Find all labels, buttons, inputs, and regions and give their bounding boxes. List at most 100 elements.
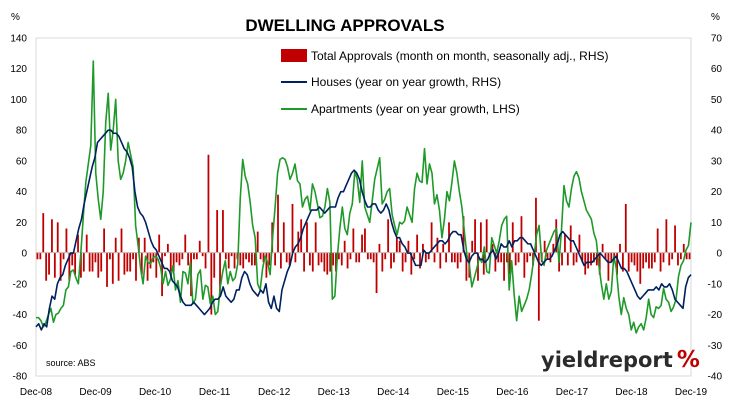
left-tick-label: -80 <box>13 372 28 383</box>
houses-line <box>35 129 692 331</box>
total-approvals-bar <box>239 253 242 266</box>
total-approvals-bar <box>56 222 59 254</box>
total-approvals-bar <box>451 253 453 263</box>
total-approvals-bar <box>401 253 404 272</box>
total-approvals-bar <box>82 253 85 272</box>
total-approvals-bar <box>433 253 436 263</box>
total-approvals-bar <box>650 253 653 269</box>
total-approvals-bar <box>245 253 248 260</box>
total-approvals-bar <box>482 253 485 275</box>
left-tick-label: -20 <box>13 279 28 290</box>
total-approvals-bar <box>601 243 604 254</box>
total-approvals-bar <box>129 253 132 272</box>
right-tick-label: 30 <box>711 156 723 167</box>
total-approvals-bar <box>427 253 430 260</box>
total-approvals-bar <box>653 253 656 263</box>
total-approvals-bar <box>311 253 314 272</box>
total-approvals-bar <box>543 240 546 254</box>
total-approvals-bar <box>668 253 671 266</box>
total-approvals-bar <box>506 253 508 263</box>
total-approvals-bar <box>607 253 610 281</box>
total-approvals-bar <box>572 253 575 266</box>
total-approvals-bar <box>364 228 366 254</box>
total-approvals-bar <box>685 253 688 260</box>
total-approvals-bar <box>53 253 56 278</box>
total-approvals-bar <box>514 253 517 266</box>
total-approvals-bar <box>590 253 592 266</box>
total-approvals-bar <box>546 253 549 260</box>
total-approvals-bar <box>642 253 645 269</box>
x-tick-label: Dec-18 <box>615 387 648 398</box>
total-approvals-bar <box>123 253 126 275</box>
right-tick-label: 20 <box>711 187 723 198</box>
total-approvals-bar <box>529 253 532 257</box>
total-approvals-bar <box>674 225 676 254</box>
total-approvals-bar <box>445 253 447 263</box>
total-approvals-bar <box>358 253 361 263</box>
total-approvals-bar <box>564 234 566 254</box>
total-approvals-bar <box>91 253 94 272</box>
total-approvals-bar <box>555 219 558 254</box>
total-approvals-bar <box>627 253 630 272</box>
right-tick-label: -40 <box>708 372 723 383</box>
total-approvals-bar <box>326 253 329 275</box>
total-approvals-bar <box>166 243 169 254</box>
total-approvals-bar <box>511 222 514 254</box>
x-tick-label: Dec-14 <box>377 387 410 398</box>
total-approvals-bar <box>88 253 91 272</box>
total-approvals-bar <box>291 203 294 254</box>
total-approvals-bar <box>355 253 358 263</box>
total-approvals-bar <box>410 253 413 275</box>
total-approvals-bar <box>106 253 108 287</box>
total-approvals-bar <box>337 253 340 260</box>
bar-series-total-approvals <box>36 154 691 321</box>
total-approvals-bar <box>280 253 282 269</box>
total-approvals-bar <box>378 243 381 254</box>
right-tick-label: -10 <box>708 279 723 290</box>
total-approvals-bar <box>366 253 369 260</box>
total-approvals-bar <box>175 253 178 263</box>
total-approvals-bar <box>645 253 647 263</box>
total-approvals-bar <box>85 234 88 254</box>
total-approvals-bar <box>323 253 326 272</box>
total-approvals-bar <box>222 210 224 254</box>
total-approvals-bar <box>259 253 262 260</box>
total-approvals-bar <box>581 253 584 263</box>
total-approvals-bar <box>398 240 401 254</box>
total-approvals-bar <box>636 253 639 272</box>
total-approvals-bar <box>117 253 120 281</box>
total-approvals-bar <box>390 253 392 269</box>
total-approvals-bar <box>497 253 500 263</box>
total-approvals-bar <box>491 243 494 254</box>
x-tick-label: Dec-16 <box>496 387 529 398</box>
total-approvals-bar <box>439 253 442 269</box>
total-approvals-bar <box>146 253 149 281</box>
total-approvals-bar <box>679 253 682 260</box>
total-approvals-bar <box>233 253 236 269</box>
total-approvals-bar <box>97 253 100 278</box>
right-tick-label: -30 <box>708 341 723 352</box>
total-approvals-bar <box>578 234 581 254</box>
total-approvals-bar <box>140 253 143 275</box>
total-approvals-bar <box>256 231 259 254</box>
total-approvals-bar <box>109 253 111 260</box>
total-approvals-bar <box>262 253 265 263</box>
total-approvals-bar <box>195 253 198 260</box>
total-approvals-bar <box>181 253 184 260</box>
total-approvals-bar <box>277 194 279 254</box>
total-approvals-bar <box>369 253 372 260</box>
total-approvals-bar <box>282 222 285 254</box>
total-approvals-bar <box>253 253 256 266</box>
total-approvals-bar <box>308 253 311 266</box>
total-approvals-bar <box>285 253 288 263</box>
logo-wordmark: yieldreport% <box>541 347 700 373</box>
total-approvals-bar <box>500 253 503 263</box>
total-approvals-bar <box>561 253 563 266</box>
total-approvals-bar <box>77 234 79 254</box>
x-axis-ticks: Dec-08 Dec-09 Dec-10 Dec-11 Dec-12 Dec-13 Dec-… <box>20 387 708 398</box>
total-approvals-bar <box>604 253 607 260</box>
total-approvals-bar <box>135 253 137 281</box>
right-axis-ticks: -40 -30 -20 -10 0 10 20 30 40 50 60 70 <box>708 34 723 383</box>
left-tick-label: 0 <box>21 249 27 260</box>
total-approvals-bar <box>633 253 636 266</box>
